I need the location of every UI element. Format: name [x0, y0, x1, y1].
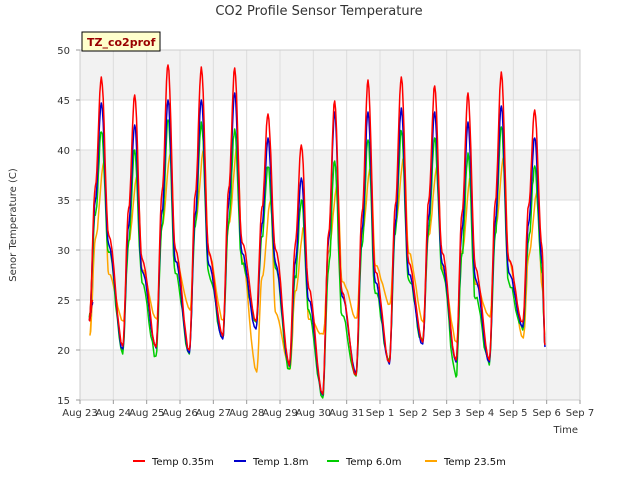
y-axis-ticks: 15 20 25 30 35 40 45 50: [57, 46, 80, 407]
site-tag-box: [81, 31, 161, 52]
x-tick-label: Sep 5: [499, 408, 527, 419]
legend-label: Temp 6.0m: [345, 457, 401, 468]
site-tag: TZ_co2prof: [81, 31, 161, 52]
series-line-temp-0-35m: [88, 64, 546, 395]
legend-label: Temp 23.5m: [443, 457, 506, 468]
y-tick-label: 50: [57, 46, 70, 57]
x-tick-label: Sep 4: [466, 408, 494, 419]
y-axis-label: Senor Temperature (C): [8, 168, 19, 282]
x-tick-label: Aug 29: [262, 408, 297, 419]
legend-label: Temp 1.8m: [252, 457, 308, 468]
x-tick-label: Aug 26: [162, 408, 197, 419]
plot-band: [80, 100, 580, 150]
y-tick-label: 15: [57, 396, 70, 407]
y-tick-label: 35: [57, 196, 70, 207]
plot-band: [80, 300, 580, 350]
x-tick-label: Aug 31: [329, 408, 364, 419]
x-tick-label: Sep 3: [432, 408, 460, 419]
y-tick-label: 30: [57, 246, 70, 257]
y-tick-label: 40: [57, 146, 70, 157]
x-tick-label: Aug 28: [229, 408, 264, 419]
x-tick-label: Sep 2: [399, 408, 427, 419]
y-tick-label: 25: [57, 296, 70, 307]
series-layer: [88, 64, 546, 399]
plot-area: [79, 49, 581, 401]
chart-title: CO2 Profile Sensor Temperature: [215, 4, 422, 19]
x-tick-label: Aug 23: [62, 408, 97, 419]
x-tick-label: Aug 24: [96, 408, 131, 419]
plot-band: [80, 50, 580, 100]
x-tick-label: Aug 30: [296, 408, 331, 419]
x-axis-label: Time: [553, 425, 578, 436]
y-tick-label: 20: [57, 346, 70, 357]
legend: Temp 0.35m Temp 1.8m Temp 6.0m Temp 23.5m: [133, 457, 506, 468]
x-tick-label: Sep 1: [366, 408, 394, 419]
plot-band: [80, 350, 580, 400]
site-tag-label: TZ_co2prof: [87, 36, 156, 49]
x-tick-label: Sep 7: [566, 408, 594, 419]
x-tick-label: Aug 27: [196, 408, 231, 419]
x-tick-label: Aug 25: [129, 408, 164, 419]
y-tick-label: 45: [57, 96, 70, 107]
legend-label: Temp 0.35m: [151, 457, 214, 468]
x-tick-label: Sep 6: [532, 408, 560, 419]
